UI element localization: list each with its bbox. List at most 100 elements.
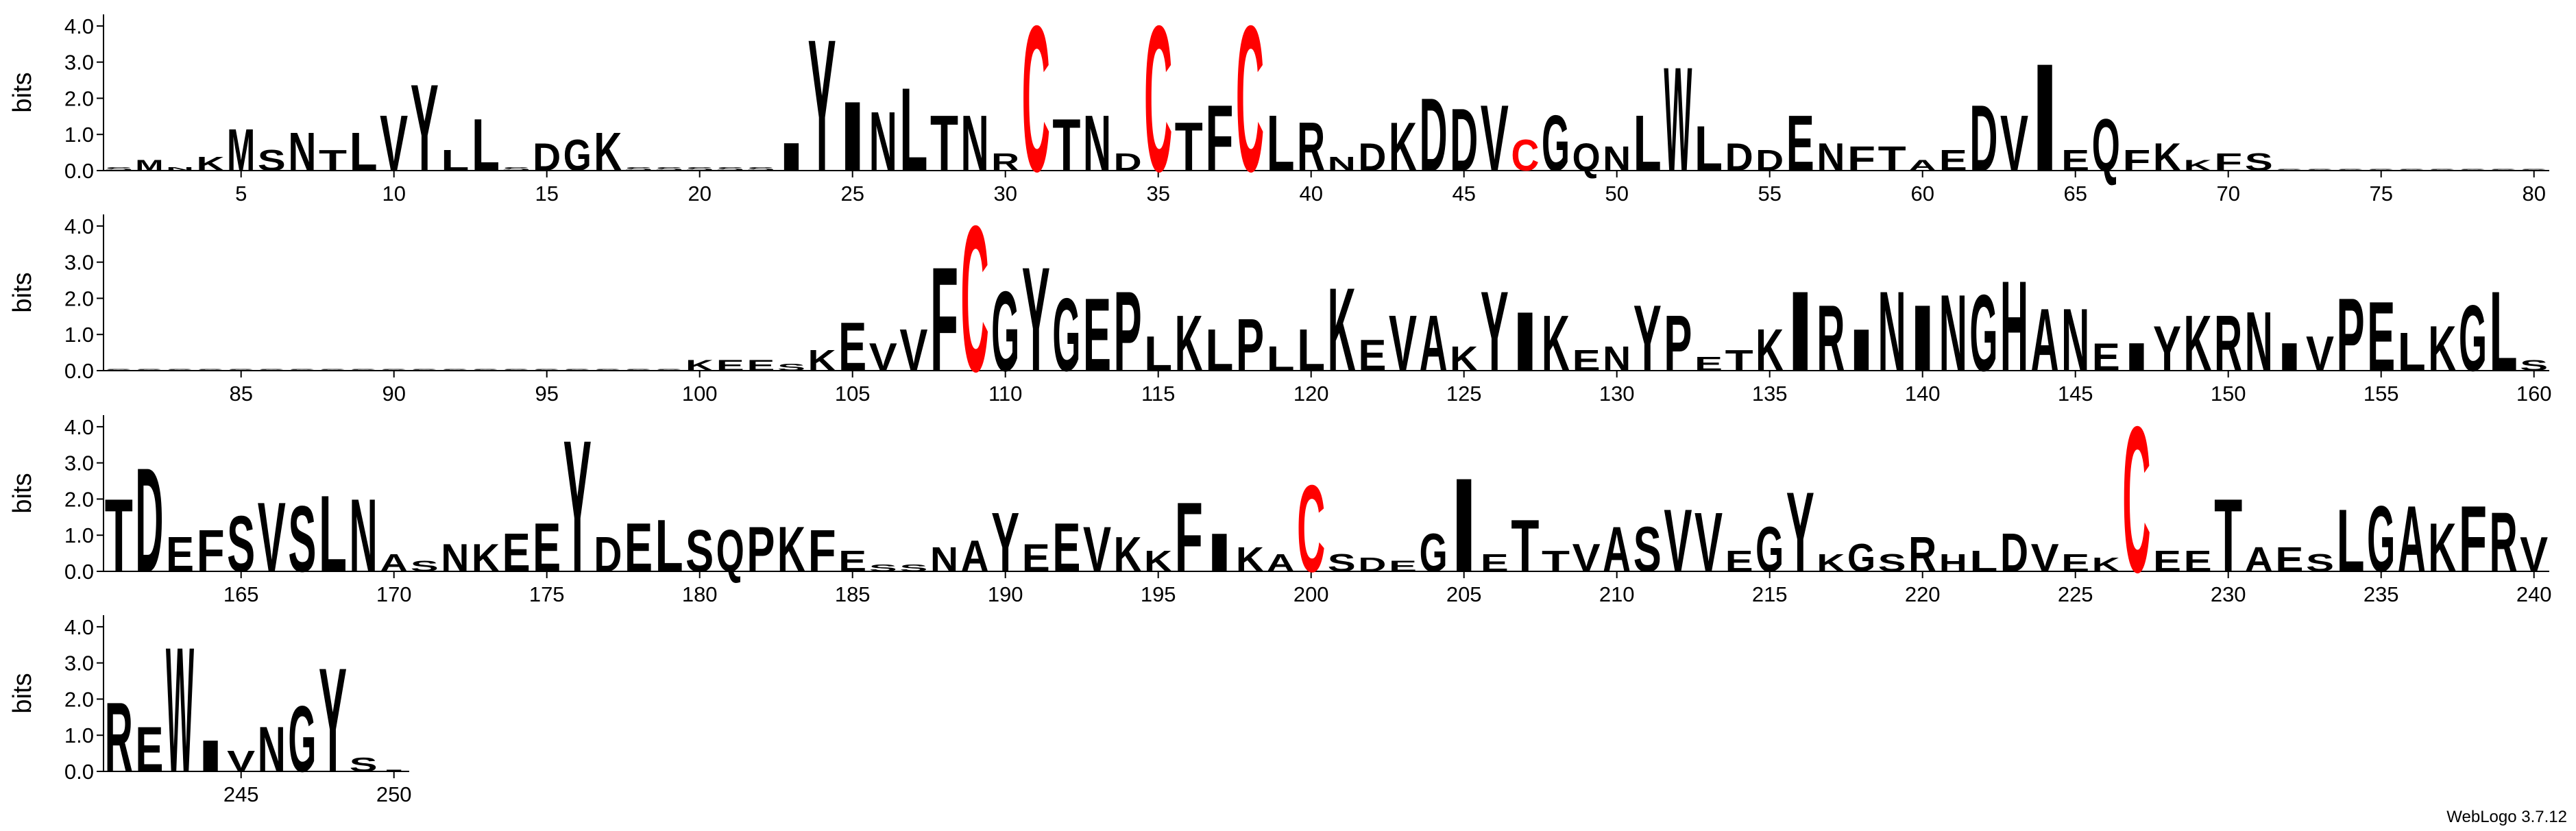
logo-letter: S xyxy=(319,369,347,371)
x-tick-label: 30 xyxy=(993,182,1017,206)
logo-letter: Y xyxy=(2153,312,2181,385)
logo-letter: P xyxy=(1236,304,1264,387)
y-tick-label: 0.0 xyxy=(64,760,94,784)
x-tick-label: 75 xyxy=(2369,182,2392,206)
logo-letter: S xyxy=(2275,169,2303,171)
logo-letter: G xyxy=(1052,277,1080,393)
logo-letter: V xyxy=(1664,491,1692,591)
y-tick-label: 0.0 xyxy=(64,159,94,183)
logo-letter: I xyxy=(838,82,866,193)
x-tick-label: 5 xyxy=(235,182,247,206)
logo-letter: A xyxy=(1603,513,1631,586)
logo-letter: N xyxy=(1603,339,1631,378)
logo-letter: L xyxy=(319,473,347,595)
logo-letter: R xyxy=(2490,495,2518,589)
logo-letter: L xyxy=(1297,317,1325,383)
logo-letter: N xyxy=(1939,273,1967,394)
logo-letter: F xyxy=(2214,148,2242,175)
logo-letter: D xyxy=(1420,77,1448,193)
logo-letter: I xyxy=(1511,294,1539,388)
logo-letter: N xyxy=(258,713,286,786)
logo-letter: K xyxy=(1114,527,1142,582)
logo-letter: N xyxy=(441,536,469,580)
logo-letter: L xyxy=(899,64,927,197)
logo-letter: S xyxy=(288,486,316,591)
y-tick-label: 4.0 xyxy=(64,214,94,238)
logo-letter: K xyxy=(1175,299,1203,388)
logo-letter: N xyxy=(1328,153,1356,175)
x-tick-label: 210 xyxy=(1599,582,1635,606)
logo-letter: S xyxy=(166,369,194,371)
logo-letter: A xyxy=(1908,158,1936,174)
logo-letter: E xyxy=(1694,353,1723,375)
logo-letter: H xyxy=(2000,254,2028,398)
logo-letter: K xyxy=(594,122,622,183)
x-tick-label: 55 xyxy=(1758,182,1781,206)
logo-letter: T xyxy=(1511,505,1539,588)
logo-letter: K xyxy=(2184,158,2212,174)
y-tick-label: 4.0 xyxy=(64,615,94,639)
logo-letter: S xyxy=(869,562,897,573)
logo-letter: F xyxy=(1847,139,1875,178)
logo-letter: R xyxy=(105,682,133,793)
logo-letter: V xyxy=(899,317,927,383)
x-tick-label: 240 xyxy=(2516,582,2552,606)
logo-letter: K xyxy=(197,153,225,175)
logo-letter: N xyxy=(288,122,316,183)
y-tick-label: 1.0 xyxy=(64,123,94,147)
logo-letter: Y xyxy=(1022,236,1050,402)
logo-letter: E xyxy=(1725,545,1753,578)
y-tick-label: 2.0 xyxy=(64,86,94,110)
logo-letter: S xyxy=(2459,169,2487,171)
x-tick-label: 235 xyxy=(2364,582,2399,606)
logo-letter: K xyxy=(1236,540,1264,579)
y-tick-label: 2.0 xyxy=(64,487,94,511)
x-tick-label: 170 xyxy=(376,582,412,606)
logo-letter: N xyxy=(166,166,194,172)
logo-letter: S xyxy=(411,558,439,575)
logo-letter: R xyxy=(1297,108,1325,186)
logo-letter: S xyxy=(655,166,683,172)
logo-letter: T xyxy=(105,478,133,594)
logo-letter: S xyxy=(746,166,775,172)
logo-letter: S xyxy=(2490,169,2518,171)
logo-letter: N xyxy=(1083,99,1111,188)
logo-letter: C xyxy=(2122,383,2150,616)
logo-letter: E xyxy=(1022,536,1050,580)
logo-letter: T xyxy=(2214,478,2242,594)
logo-letter: L xyxy=(1694,112,1723,185)
logo-letter: E xyxy=(2153,545,2181,578)
logo-letter: V xyxy=(1694,495,1723,589)
logo-letter: S xyxy=(899,562,927,573)
logo-letter: N xyxy=(961,99,989,188)
logo-letter: N xyxy=(869,94,897,188)
logo-letter: F xyxy=(2459,486,2487,591)
y-tick-label: 3.0 xyxy=(64,51,94,75)
logo-letter: C xyxy=(1511,130,1539,180)
logo-letter: S xyxy=(777,362,805,373)
y-tick-label: 3.0 xyxy=(64,251,94,275)
x-tick-label: 50 xyxy=(1605,182,1628,206)
x-tick-label: 65 xyxy=(2063,182,2087,206)
logo-letter: Y xyxy=(808,0,836,210)
logo-letter: D xyxy=(1358,554,1386,576)
logo-letter: S xyxy=(2520,358,2548,374)
logo-letter: K xyxy=(808,344,836,377)
x-tick-label: 145 xyxy=(2058,382,2093,406)
x-tick-label: 95 xyxy=(535,382,558,406)
logo-letter: S xyxy=(441,369,469,371)
logo-letter: V xyxy=(380,99,408,188)
logo-letter: R xyxy=(991,148,1019,175)
logo-letter: K xyxy=(1328,264,1356,397)
logo-letter: S xyxy=(624,369,653,371)
logo-letter: D xyxy=(1969,86,1997,190)
logo-letter: E xyxy=(2367,282,2395,393)
logo-letter: E xyxy=(1052,509,1080,586)
x-tick-label: 175 xyxy=(529,582,565,606)
logo-letter: E xyxy=(533,509,561,586)
x-tick-label: 45 xyxy=(1452,182,1475,206)
x-tick-label: 250 xyxy=(376,782,412,806)
logo-letter: E xyxy=(2061,144,2089,177)
